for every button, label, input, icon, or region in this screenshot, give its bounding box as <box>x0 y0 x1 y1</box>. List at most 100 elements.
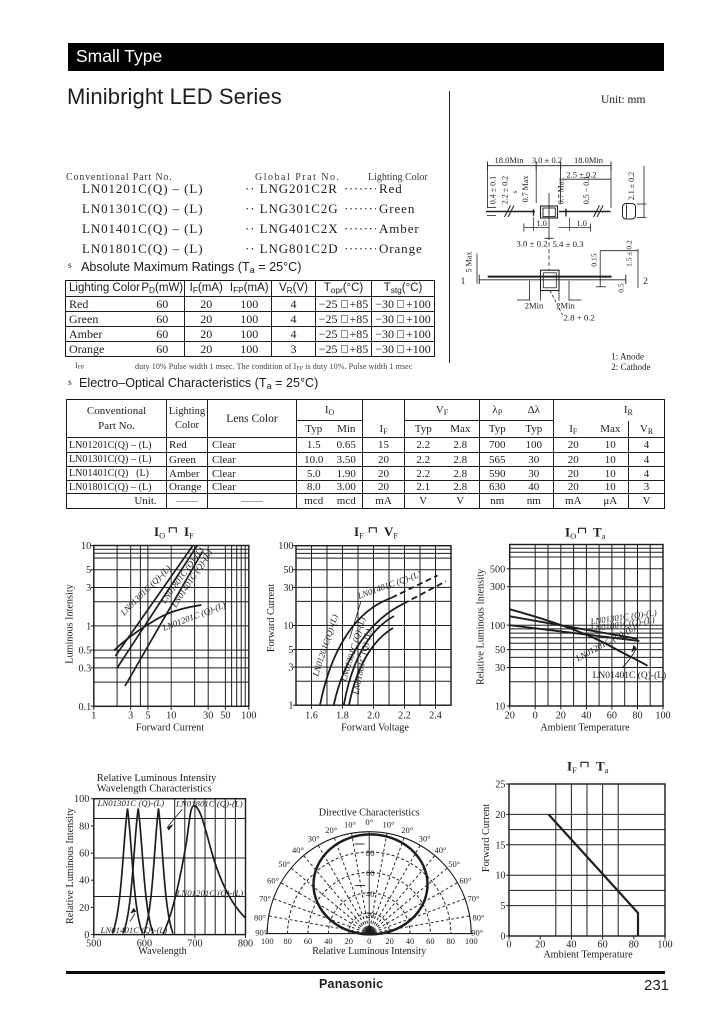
svg-text:1.6: 1.6 <box>305 711 318 722</box>
svg-text:20: 20 <box>556 711 566 722</box>
svg-text:1.8: 1.8 <box>336 711 349 722</box>
svg-text:500: 500 <box>490 564 505 575</box>
svg-text:30°: 30° <box>419 834 431 844</box>
svg-text:2.1 ± 0.2: 2.1 ± 0.2 <box>627 172 636 200</box>
svg-text:20: 20 <box>535 940 545 951</box>
svg-text:50°: 50° <box>278 859 290 869</box>
svg-text:Relative Luminous Intensity: Relative Luminous Intensity <box>312 946 426 957</box>
svg-text:2Min: 2Min <box>525 300 544 310</box>
svg-text:30°: 30° <box>308 834 320 844</box>
svg-text:40: 40 <box>366 889 375 899</box>
svg-text:15: 15 <box>495 840 505 851</box>
svg-text:20: 20 <box>495 810 505 821</box>
svg-text:Relative Luminous Intensity: Relative Luminous Intensity <box>97 773 217 784</box>
svg-text:60°: 60° <box>267 875 279 885</box>
svg-text:40: 40 <box>79 876 89 887</box>
svg-text:70°: 70° <box>468 893 480 903</box>
svg-text:50: 50 <box>220 711 230 722</box>
svg-text:50°: 50° <box>448 859 460 869</box>
svg-text:1: Anode: 1: Anode <box>611 352 644 362</box>
svg-text:0.1: 0.1 <box>78 702 91 713</box>
svg-text:60°: 60° <box>459 875 471 885</box>
svg-text:0: 0 <box>500 932 505 943</box>
svg-text:10: 10 <box>283 621 293 632</box>
svg-text:Directive Characteristics: Directive Characteristics <box>319 808 420 819</box>
svg-text:0°: 0° <box>365 817 373 827</box>
svg-text:0.5 − 0.1: 0.5 − 0.1 <box>582 176 591 205</box>
svg-text:IF: IF <box>354 524 364 541</box>
svg-text:0.5: 0.5 <box>617 283 626 293</box>
svg-text:0.7 Max: 0.7 Max <box>521 176 530 203</box>
svg-text:10: 10 <box>81 541 91 552</box>
svg-text:10: 10 <box>495 871 505 882</box>
svg-text:0.15: 0.15 <box>590 253 599 266</box>
svg-text:1.5 ± 0.2: 1.5 ± 0.2 <box>625 240 634 267</box>
svg-text:100: 100 <box>465 936 478 946</box>
svg-text:30: 30 <box>283 583 293 594</box>
svg-text:60: 60 <box>366 868 375 878</box>
svg-text:10: 10 <box>166 711 176 722</box>
svg-text:LN01401C (Q)-(L): LN01401C (Q)-(L) <box>100 925 168 935</box>
svg-text:30: 30 <box>203 711 213 722</box>
svg-text:80: 80 <box>283 936 292 946</box>
svg-text:2.5 ± 0.2: 2.5 ± 0.2 <box>566 170 596 180</box>
svg-text:40: 40 <box>581 711 591 722</box>
svg-text:80: 80 <box>366 848 375 858</box>
svg-text:60: 60 <box>304 936 313 946</box>
svg-text:100: 100 <box>74 794 89 805</box>
svg-text:Luminous Intensity: Luminous Intensity <box>65 583 76 663</box>
svg-text:2: Cathode: 2: Cathode <box>611 362 650 372</box>
svg-text:50: 50 <box>283 565 293 576</box>
svg-text:18.0Min: 18.0Min <box>494 155 524 165</box>
svg-text:5.4 ± 0.3: 5.4 ± 0.3 <box>552 239 584 249</box>
svg-text:90°: 90° <box>255 928 267 938</box>
svg-text:100: 100 <box>490 621 505 632</box>
svg-text:90°: 90° <box>471 928 483 938</box>
svg-text:300: 300 <box>490 582 505 593</box>
svg-text:Relative Luminous Intensity: Relative Luminous Intensity <box>476 568 487 685</box>
svg-text:1: 1 <box>91 711 96 722</box>
svg-text:5: 5 <box>500 901 505 912</box>
svg-text:100: 100 <box>278 541 293 552</box>
svg-text:25: 25 <box>495 780 505 791</box>
svg-text:80: 80 <box>629 940 639 951</box>
svg-text:18.0Min: 18.0Min <box>574 155 604 165</box>
svg-text:20°: 20° <box>401 825 413 835</box>
svg-text:100: 100 <box>657 940 672 951</box>
svg-text:Ambient Temperature: Ambient Temperature <box>540 723 630 734</box>
svg-text:600: 600 <box>137 939 152 950</box>
svg-text:IO: IO <box>154 524 165 541</box>
svg-text:LN01401C (Q)-(L): LN01401C (Q)-(L) <box>593 670 667 681</box>
svg-text:LN01801C (Q)-(L): LN01801C (Q)-(L) <box>175 799 243 809</box>
svg-text:80: 80 <box>79 821 89 832</box>
svg-text:70°: 70° <box>259 893 271 903</box>
svg-text:Wavelength: Wavelength <box>138 946 186 957</box>
svg-text:60: 60 <box>607 711 617 722</box>
svg-text:100: 100 <box>261 936 274 946</box>
svg-text:3: 3 <box>128 711 133 722</box>
svg-text:LN01201C (Q)-(L): LN01201C (Q)-(L) <box>176 888 244 898</box>
svg-text:1: 1 <box>461 277 466 287</box>
svg-text:700: 700 <box>187 939 202 950</box>
svg-text:40: 40 <box>324 936 333 946</box>
svg-text:2Min: 2Min <box>556 300 575 310</box>
svg-text:80°: 80° <box>473 912 485 922</box>
svg-text:Ta: Ta <box>593 525 606 542</box>
svg-text:80°: 80° <box>254 912 266 922</box>
svg-text:IF: IF <box>184 524 194 541</box>
svg-text:Ambient Temperature: Ambient Temperature <box>543 950 633 961</box>
svg-text:Forward Current: Forward Current <box>266 584 277 652</box>
svg-text:40: 40 <box>406 936 415 946</box>
svg-text:0.5: 0.5 <box>78 646 91 657</box>
svg-text:3.0 ± 0.2: 3.0 ± 0.2 <box>532 155 562 165</box>
svg-text:5 Max: 5 Max <box>465 252 474 273</box>
svg-text:20°: 20° <box>325 825 337 835</box>
svg-text:80: 80 <box>447 936 456 946</box>
svg-text:0.7 Max: 0.7 Max <box>557 178 566 205</box>
svg-text:IO: IO <box>565 525 576 542</box>
svg-text:60: 60 <box>598 940 608 951</box>
svg-text:10: 10 <box>495 702 505 713</box>
svg-text:s: s <box>511 190 519 193</box>
svg-text:500: 500 <box>86 939 101 950</box>
svg-text:20: 20 <box>505 711 515 722</box>
